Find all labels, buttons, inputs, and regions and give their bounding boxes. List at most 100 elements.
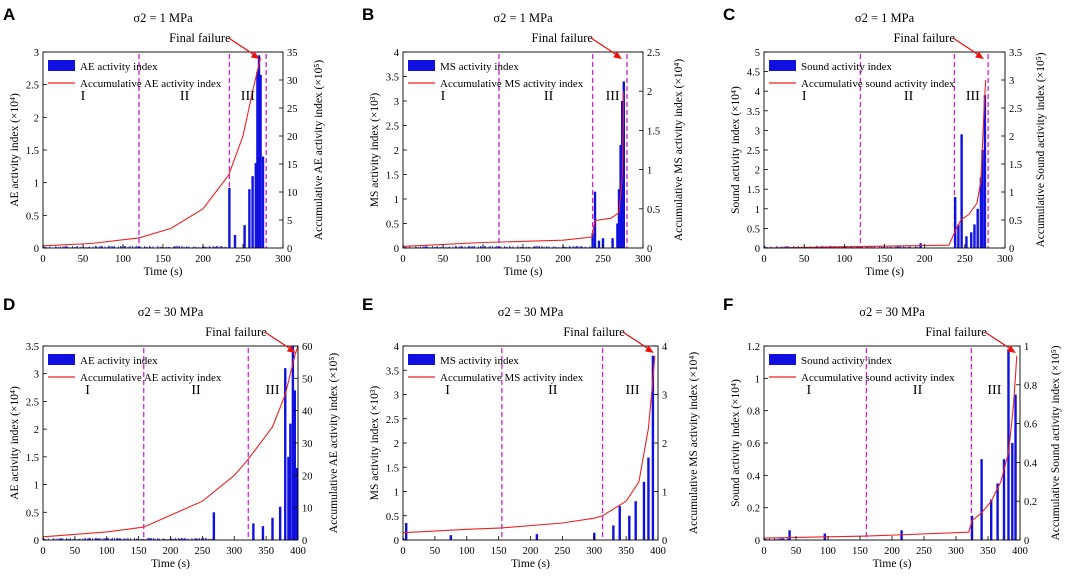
- stage-label: I: [441, 89, 446, 104]
- y-tick-label: 0.5: [386, 220, 399, 231]
- x-tick-label: 100: [115, 254, 131, 265]
- final-failure-arrow: [984, 331, 1015, 352]
- x-axis-title: Time (s): [511, 558, 550, 570]
- y-tick-label: 3.5: [386, 366, 399, 377]
- x-tick-label: 100: [99, 546, 115, 557]
- y2-tick-label: 60: [302, 342, 313, 353]
- y-tick-label: 4: [394, 342, 400, 353]
- activity-bar: [651, 355, 655, 540]
- y-axis-title: AE activity index (×10⁴): [9, 386, 21, 500]
- final-failure-arrow: [590, 37, 621, 58]
- final-failure-arrow: [952, 37, 983, 58]
- final-failure-label: Final failure: [563, 325, 625, 339]
- cumulative-curve: [42, 57, 262, 247]
- y2-tick-label: 0.5: [1009, 216, 1022, 227]
- activity-bar: [295, 467, 298, 540]
- y-tick-label: 1: [755, 205, 760, 216]
- activity-bar: [973, 224, 976, 248]
- legend-label-cumulative: Accumulative MS activity index: [440, 78, 584, 90]
- activity-bar: [404, 523, 408, 540]
- y2-tick-label: 1.5: [1009, 160, 1022, 171]
- final-failure-arrow: [228, 37, 258, 58]
- y-axis-title: MS activity index (×10³): [369, 93, 381, 208]
- final-failure-arrowhead: [286, 345, 296, 353]
- final-failure-label: Final failure: [169, 31, 231, 45]
- activity-bar: [261, 156, 265, 248]
- legend-label-cumulative: Accumulative AE activity index: [80, 372, 222, 384]
- legend-label-cumulative: Accumulative MS activity index: [440, 372, 584, 384]
- legend-bar-swatch: [408, 354, 435, 365]
- final-failure-arrowhead: [613, 51, 622, 59]
- y-tick-label: 2.5: [386, 415, 399, 426]
- y-tick-label: 3: [394, 97, 399, 108]
- activity-bar: [593, 191, 597, 248]
- legend-bar-swatch: [48, 354, 75, 365]
- activity-bar: [617, 189, 621, 248]
- cumulative-curve: [402, 91, 625, 247]
- x-tick-label: 300: [586, 546, 602, 557]
- activity-bar: [212, 512, 216, 540]
- y-tick-label: 1: [394, 488, 399, 499]
- activity-bar: [980, 459, 983, 540]
- y2-tick-label: 0.4: [1024, 458, 1038, 469]
- legend-label-activity: AE activity index: [80, 61, 158, 73]
- y-tick-label: 3: [34, 370, 39, 381]
- x-tick-label: 100: [836, 254, 852, 265]
- y-axis-title: Sound activity index (×10⁴): [730, 86, 742, 214]
- y-tick-label: 4.5: [747, 68, 760, 79]
- y-tick-label: 1.5: [386, 171, 399, 182]
- y-axis-title: MS activity index (×10³): [369, 386, 381, 501]
- y2-tick-label: 0.6: [1024, 420, 1037, 431]
- x-tick-label: 250: [957, 254, 973, 265]
- y2-tick-label: 3: [662, 391, 667, 402]
- activity-bar: [979, 177, 983, 248]
- x-tick-label: 350: [258, 546, 274, 557]
- activity-bar: [970, 515, 974, 540]
- legend-label-activity: Sound activity index: [801, 355, 893, 367]
- final-failure-arrowhead: [250, 51, 260, 59]
- y-tick-label: 0.4: [747, 471, 761, 482]
- cumulative-curve: [42, 345, 299, 538]
- y2-tick-label: 0: [302, 536, 307, 547]
- y-tick-label: 3.5: [386, 73, 399, 84]
- y2-axis-title: Accumulative MS activity index (×10⁴): [673, 59, 685, 241]
- y-tick-label: 1: [755, 374, 760, 385]
- y2-axis-title: Accumulative MS activity index (×10⁴): [688, 352, 700, 534]
- stage-label: III: [966, 89, 980, 104]
- stage-label: II: [191, 383, 201, 398]
- final-failure-arrow: [264, 331, 295, 352]
- y2-tick-label: 0: [647, 244, 652, 255]
- final-failure-label: Final failure: [532, 31, 594, 45]
- stage-label: I: [806, 383, 811, 398]
- x-tick-label: 300: [948, 546, 964, 557]
- activity-bar: [259, 74, 262, 248]
- x-tick-label: 150: [515, 254, 531, 265]
- activity-bar: [228, 187, 231, 248]
- x-tick-label: 150: [877, 254, 893, 265]
- x-axis-title: Time (s): [151, 558, 190, 570]
- y-tick-label: 1.2: [747, 342, 760, 353]
- x-tick-label: 0: [761, 546, 766, 557]
- x-axis-title: Time (s): [144, 266, 183, 278]
- y-tick-label: 0: [755, 244, 760, 255]
- final-failure-arrowhead: [1006, 345, 1016, 353]
- stage-label: II: [913, 383, 923, 398]
- x-tick-label: 200: [917, 254, 933, 265]
- y-tick-label: 1.5: [26, 453, 39, 464]
- plot-title: σ2 = 30 MPa: [859, 305, 925, 319]
- x-tick-label: 400: [650, 546, 666, 557]
- x-tick-label: 100: [459, 546, 475, 557]
- legend-bar-swatch: [48, 60, 75, 71]
- activity-bar: [591, 233, 594, 248]
- x-tick-label: 400: [1012, 546, 1028, 557]
- y2-tick-label: 5: [287, 216, 292, 227]
- activity-bar: [287, 456, 290, 540]
- y2-tick-label: 0: [1009, 244, 1014, 255]
- y2-tick-label: 0.5: [647, 205, 660, 216]
- y2-tick-label: 10: [302, 504, 313, 515]
- activity-bar: [612, 525, 615, 540]
- y-tick-label: 1: [394, 195, 399, 206]
- y-tick-label: 0.8: [747, 407, 760, 418]
